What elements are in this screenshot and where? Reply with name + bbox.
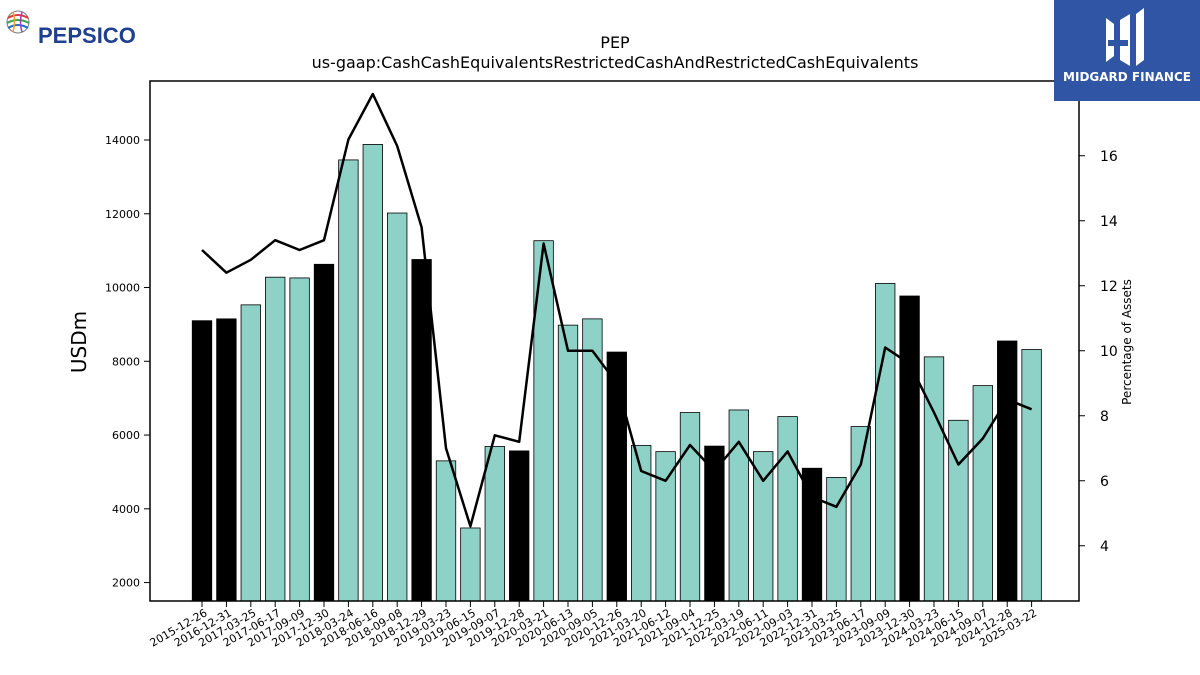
y-tick-label: 14000: [105, 134, 140, 147]
y2-tick-label: 16: [1100, 149, 1118, 165]
bar: [655, 451, 676, 602]
midgard-m-icon: MIDGARD FINANCE: [1063, 8, 1191, 84]
bar: [923, 356, 945, 602]
bar: [338, 159, 359, 602]
x-axis: 2015-12-262016-12-312017-03-252017-06-17…: [148, 601, 1039, 650]
y2-tick-label: 14: [1100, 214, 1118, 230]
bar: [289, 277, 310, 602]
pepsico-globe-icon: PEPSICO: [6, 10, 136, 48]
chart-title: us-gaap:CashCashEquivalentsRestrictedCas…: [312, 53, 919, 72]
bar: [850, 426, 871, 602]
y-tick-label: 2000: [112, 577, 140, 590]
pct-assets-line: [201, 92, 1033, 528]
y-tick-label: 10000: [105, 282, 140, 295]
bar: [997, 340, 1018, 602]
line-layer: [201, 92, 1033, 528]
left-axis: 2000 4000 6000 8000 10000 12000 14000: [105, 134, 150, 590]
y-axis-label: USDm: [67, 311, 91, 373]
bar: [191, 320, 213, 602]
bar: [557, 324, 579, 602]
bar: [411, 259, 432, 602]
y-tick-label: 4000: [112, 503, 140, 516]
bar: [509, 450, 530, 602]
bar: [216, 318, 237, 602]
bar: [313, 263, 335, 602]
y2-tick-label: 6: [1100, 474, 1109, 490]
y2-tick-label: 8: [1100, 409, 1109, 425]
pepsico-logo: PEPSICO: [5, 8, 165, 48]
y2-axis-label: Percentage of Assets: [1120, 279, 1134, 405]
bar: [387, 212, 408, 602]
bar: [899, 295, 920, 602]
pepsico-wordmark: PEPSICO: [38, 23, 136, 48]
y-tick-label: 12000: [105, 208, 140, 221]
y2-tick-label: 4: [1100, 539, 1109, 555]
bar: [484, 446, 505, 602]
bar: [606, 351, 627, 602]
bar: [875, 283, 896, 602]
bars-layer: [191, 144, 1042, 602]
chart-ticker: PEP: [600, 33, 630, 52]
bar: [679, 412, 701, 602]
bar: [1021, 349, 1042, 602]
y-tick-label: 8000: [112, 355, 140, 368]
bar: [240, 304, 261, 602]
y-tick-label: 6000: [112, 429, 140, 442]
bar: [362, 144, 383, 602]
bar: [265, 276, 286, 602]
midgard-wordmark: MIDGARD FINANCE: [1063, 70, 1191, 84]
bar: [972, 385, 993, 602]
y2-tick-label: 12: [1100, 279, 1118, 295]
bar: [801, 467, 823, 602]
y2-tick-label: 10: [1100, 344, 1118, 360]
bar: [777, 416, 798, 602]
bar: [435, 460, 457, 602]
bar: [460, 527, 481, 602]
bar: [728, 409, 749, 602]
plot-frame: [149, 80, 1080, 602]
midgard-logo: MIDGARD FINANCE: [1054, 0, 1200, 101]
right-axis: 4 6 8 10 12 14 16: [1079, 149, 1118, 555]
